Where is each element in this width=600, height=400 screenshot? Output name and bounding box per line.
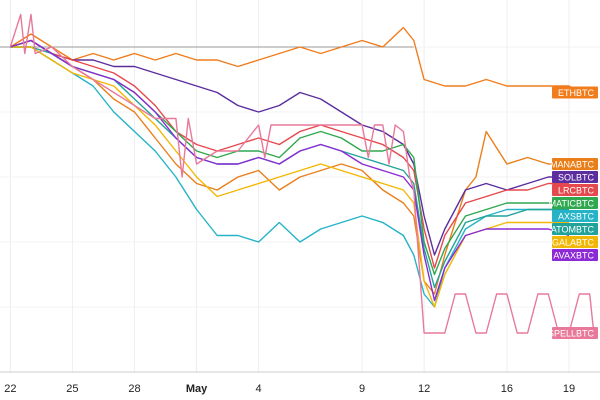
series-tag-background (552, 184, 598, 196)
series-tag-label: GALABTC (552, 238, 595, 248)
series-tag-label: ATOMBTC (551, 225, 595, 235)
x-tick-label: May (186, 383, 208, 395)
series-tag-lrcbtc: LRCBTC (552, 184, 598, 196)
series-tag-background (552, 86, 598, 99)
series-line-avaxbtc (10, 39, 570, 302)
x-tick-label: 28 (128, 383, 140, 395)
series-tag-label: AXSBTC (558, 212, 595, 222)
series-line-axsbtc (10, 46, 569, 308)
series-tag-manabtc: MANABTC (550, 158, 598, 170)
series-tag-label: AVAXBTC (553, 251, 594, 261)
series-tag-background (552, 197, 598, 209)
series-tag-label: SPELLBTC (548, 329, 595, 339)
series-tag-background (552, 236, 598, 248)
grid (0, 0, 600, 373)
series-tag-background (552, 171, 598, 183)
series-line-ethbtc (9, 26, 580, 94)
series-line-atombtc (10, 46, 569, 289)
series-tag-avaxbtc: AVAXBTC (552, 249, 598, 261)
series-tag-spellbtc: SPELLBTC (548, 327, 598, 339)
series-tag-background (552, 210, 598, 222)
series-tag-galabtc: GALABTC (552, 236, 598, 248)
series-lines (9, 13, 595, 334)
x-tick-label: 19 (563, 383, 575, 395)
series-tag-background (552, 158, 598, 170)
series-tag-solbtc: SOLBTC (552, 171, 598, 183)
series-tag-label: LRCBTC (558, 186, 595, 196)
series-tag-background (552, 327, 598, 339)
series-line-spellbtc (9, 13, 595, 334)
series-line-solbtc (10, 39, 569, 256)
series-line-manabtc (10, 39, 569, 295)
series-tag-label: SOLBTC (558, 173, 595, 183)
x-tick-label: 9 (359, 383, 365, 395)
series-tag-label: MANABTC (550, 160, 595, 170)
series-tag-label: MATICBTC (549, 199, 595, 209)
x-tick-label: 4 (256, 383, 262, 395)
x-tick-label: 16 (501, 383, 513, 395)
x-axis: 22 25 28 May 4 9 12 16 19 (0, 371, 600, 395)
x-tick-label: 12 (418, 383, 430, 395)
series-tag-maticbtc: MATICBTC (549, 197, 598, 209)
series-tag-ethbtc: ETHBTC (552, 86, 598, 99)
x-tick-label: 22 (4, 383, 16, 395)
series-tag-background (552, 223, 598, 235)
series-tags: ETHBTC MANABTC SOLBTC LRCBTC MATICBTC AXSBTC A… (548, 86, 598, 339)
x-tick-label: 25 (66, 383, 78, 395)
series-tag-background (552, 249, 598, 261)
series-line-lrcbtc (10, 39, 569, 269)
series-tag-label: ETHBTC (558, 88, 595, 98)
series-tag-atombtc: ATOMBTC (551, 223, 598, 235)
series-tag-axsbtc: AXSBTC (552, 210, 598, 222)
